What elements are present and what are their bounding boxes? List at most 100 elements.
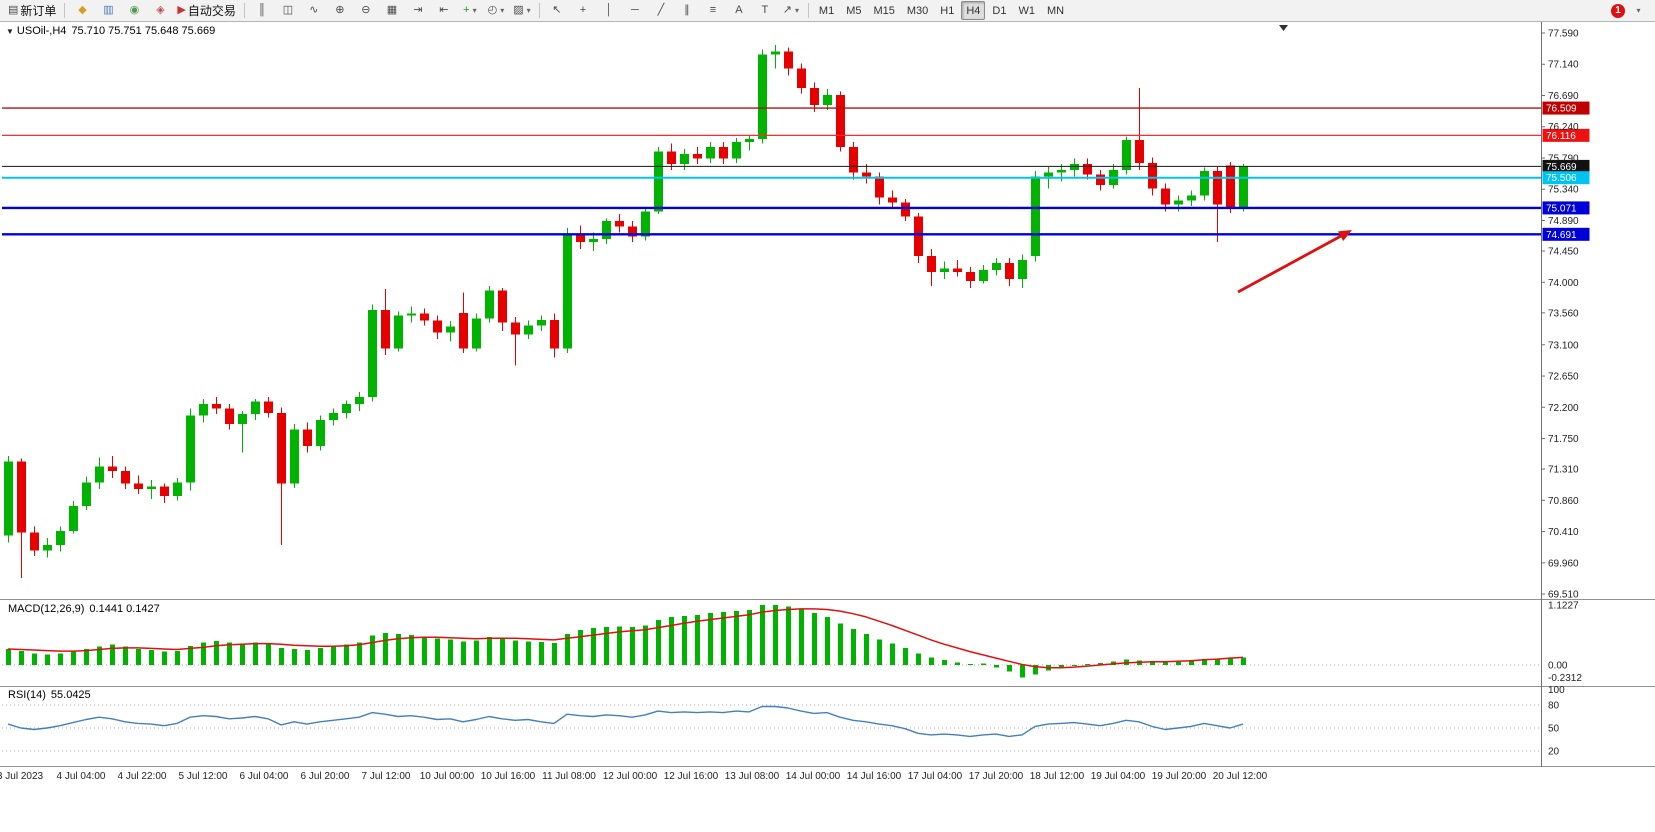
timeframe-d1[interactable]: D1	[992, 4, 1007, 17]
candle-body	[1096, 174, 1105, 186]
timeframe-m15[interactable]: M15	[873, 4, 895, 17]
chart-shift-icon[interactable]: ⇤	[431, 1, 457, 21]
macd-bar	[1085, 663, 1090, 665]
auto-scroll-icon[interactable]: ⇥	[405, 1, 431, 21]
candle-body	[1200, 171, 1209, 196]
auto-trading-button[interactable]: ▶ 自动交易	[173, 1, 239, 21]
timeframe-m5[interactable]: M5	[846, 4, 862, 17]
time-axis-label: 17 Jul 04:00	[908, 771, 963, 782]
macd-scale-label: 1.1227	[1548, 601, 1579, 612]
zoom-out-icon[interactable]: ⊖	[353, 1, 379, 21]
bar-chart-icon[interactable]: ║	[249, 1, 275, 21]
price-axis-label: 70.860	[1548, 496, 1579, 507]
trendline-icon[interactable]: ╱	[648, 1, 674, 21]
candle-body	[784, 51, 793, 69]
candle-body	[823, 94, 832, 106]
fibonacci-icon[interactable]: ≡	[700, 1, 726, 21]
zoom-in-icon[interactable]: ⊕	[327, 1, 353, 21]
data-window-icon[interactable]: ▥	[95, 1, 121, 21]
macd-bar	[97, 646, 102, 665]
candle-body	[732, 142, 741, 159]
timeframe-w1[interactable]: W1	[1018, 4, 1035, 17]
macd-bar	[318, 647, 323, 665]
cursor-icon[interactable]: ↖	[544, 1, 570, 21]
timeframe-h1[interactable]: H1	[940, 4, 955, 17]
indicators-icon[interactable]: + ▾	[457, 1, 483, 21]
candle-body	[537, 319, 546, 326]
trendline-icon: ╱	[657, 4, 665, 16]
candle-body	[381, 310, 390, 349]
candle-body	[589, 239, 598, 243]
annotation-arrow-head[interactable]	[1337, 230, 1352, 242]
macd-bar	[656, 620, 661, 665]
candle-body	[355, 396, 364, 404]
new-order-button[interactable]: ▤ 新订单	[4, 1, 60, 21]
macd-bar	[955, 662, 960, 665]
label-icon[interactable]: T	[752, 1, 778, 21]
chevron-down-icon: ▾	[1636, 6, 1641, 15]
macd-bar	[1241, 657, 1246, 665]
chart-shift-marker[interactable]	[1279, 25, 1288, 31]
channel-icon[interactable]: ∥	[674, 1, 700, 21]
timeframe-m1[interactable]: M1	[818, 4, 835, 17]
tile-windows-icon: ▦	[386, 4, 398, 16]
rsi-value: 55.0425	[50, 689, 91, 701]
periods-icon[interactable]: ◴ ▾	[483, 1, 509, 21]
macd-bar	[461, 641, 466, 665]
candle-body	[940, 268, 949, 272]
annotation-arrow[interactable]	[1237, 232, 1346, 294]
macd-bar	[1072, 665, 1077, 667]
timeframe-mn[interactable]: MN	[1046, 4, 1065, 17]
data-window-icon: ▥	[103, 4, 114, 16]
macd-bar	[526, 641, 531, 665]
macd-bar	[45, 654, 50, 665]
macd-bar	[110, 644, 115, 665]
macd-bar	[6, 648, 11, 665]
time-axis-label: 14 Jul 00:00	[786, 771, 841, 782]
candle-body	[160, 486, 169, 497]
macd-bar	[435, 638, 440, 665]
macd-bar	[32, 653, 37, 665]
macd-bar	[266, 643, 271, 665]
macd-bar	[981, 663, 986, 665]
navigator-icon[interactable]: ◉	[121, 1, 147, 21]
terminal-icon[interactable]: ◈	[147, 1, 173, 21]
candlestick-chart-icon[interactable]: ◫	[275, 1, 301, 21]
periods-icon: ◴	[487, 4, 498, 16]
vertical-line-icon[interactable]: │	[596, 1, 622, 21]
price-axis-label: 77.590	[1548, 29, 1579, 40]
one-click-trading-toggle[interactable]: ▼	[6, 27, 14, 36]
indicators-icon: +	[463, 4, 470, 16]
macd-bar	[58, 653, 63, 665]
macd-indicator-label: MACD(12,26,9) 0.1441 0.1427	[8, 603, 160, 615]
candle-body	[407, 313, 416, 316]
candle-body	[95, 466, 104, 483]
macd-bar	[604, 627, 609, 665]
chevron-down-icon: ▾	[795, 6, 800, 15]
line-chart-icon[interactable]: ∿	[301, 1, 327, 21]
candle-body	[992, 262, 1001, 270]
tile-windows-icon[interactable]: ▦	[379, 1, 405, 21]
price-axis-label: 72.200	[1548, 403, 1579, 414]
market-watch-icon[interactable]: ◆	[69, 1, 95, 21]
templates-icon[interactable]: ▨ ▾	[509, 1, 535, 21]
timeframe-h4[interactable]: H4	[961, 1, 986, 20]
arrows-icon[interactable]: ↗ ▾	[778, 1, 804, 21]
main-toolbar: ▤ 新订单 ◆ ▥ ◉ ◈ ▶ 自动交易 ║ ◫ ∿ ⊕ ⊖ ▦ ⇥ ⇤ + ▾ ◴ ▾ ▨ ▾ ↖ + │ ─ ╱ ∥…	[0, 0, 1655, 22]
candle-body	[4, 461, 13, 536]
candle-body	[563, 233, 572, 349]
timeframe-m30[interactable]: M30	[906, 4, 929, 17]
macd-bar	[396, 634, 401, 665]
macd-bar	[500, 638, 505, 665]
candle-body	[628, 226, 637, 237]
notification-badge[interactable]: 1	[1611, 3, 1625, 18]
crosshair-icon[interactable]: +	[570, 1, 596, 21]
text-icon[interactable]: A	[726, 1, 752, 21]
candle-body	[901, 202, 910, 217]
window-list-chevron[interactable]: ▾	[1625, 1, 1651, 21]
macd-bar	[1059, 665, 1064, 668]
time-axis-label: 5 Jul 12:00	[179, 771, 228, 782]
macd-bar	[1228, 658, 1233, 665]
horizontal-line-icon[interactable]: ─	[622, 1, 648, 21]
